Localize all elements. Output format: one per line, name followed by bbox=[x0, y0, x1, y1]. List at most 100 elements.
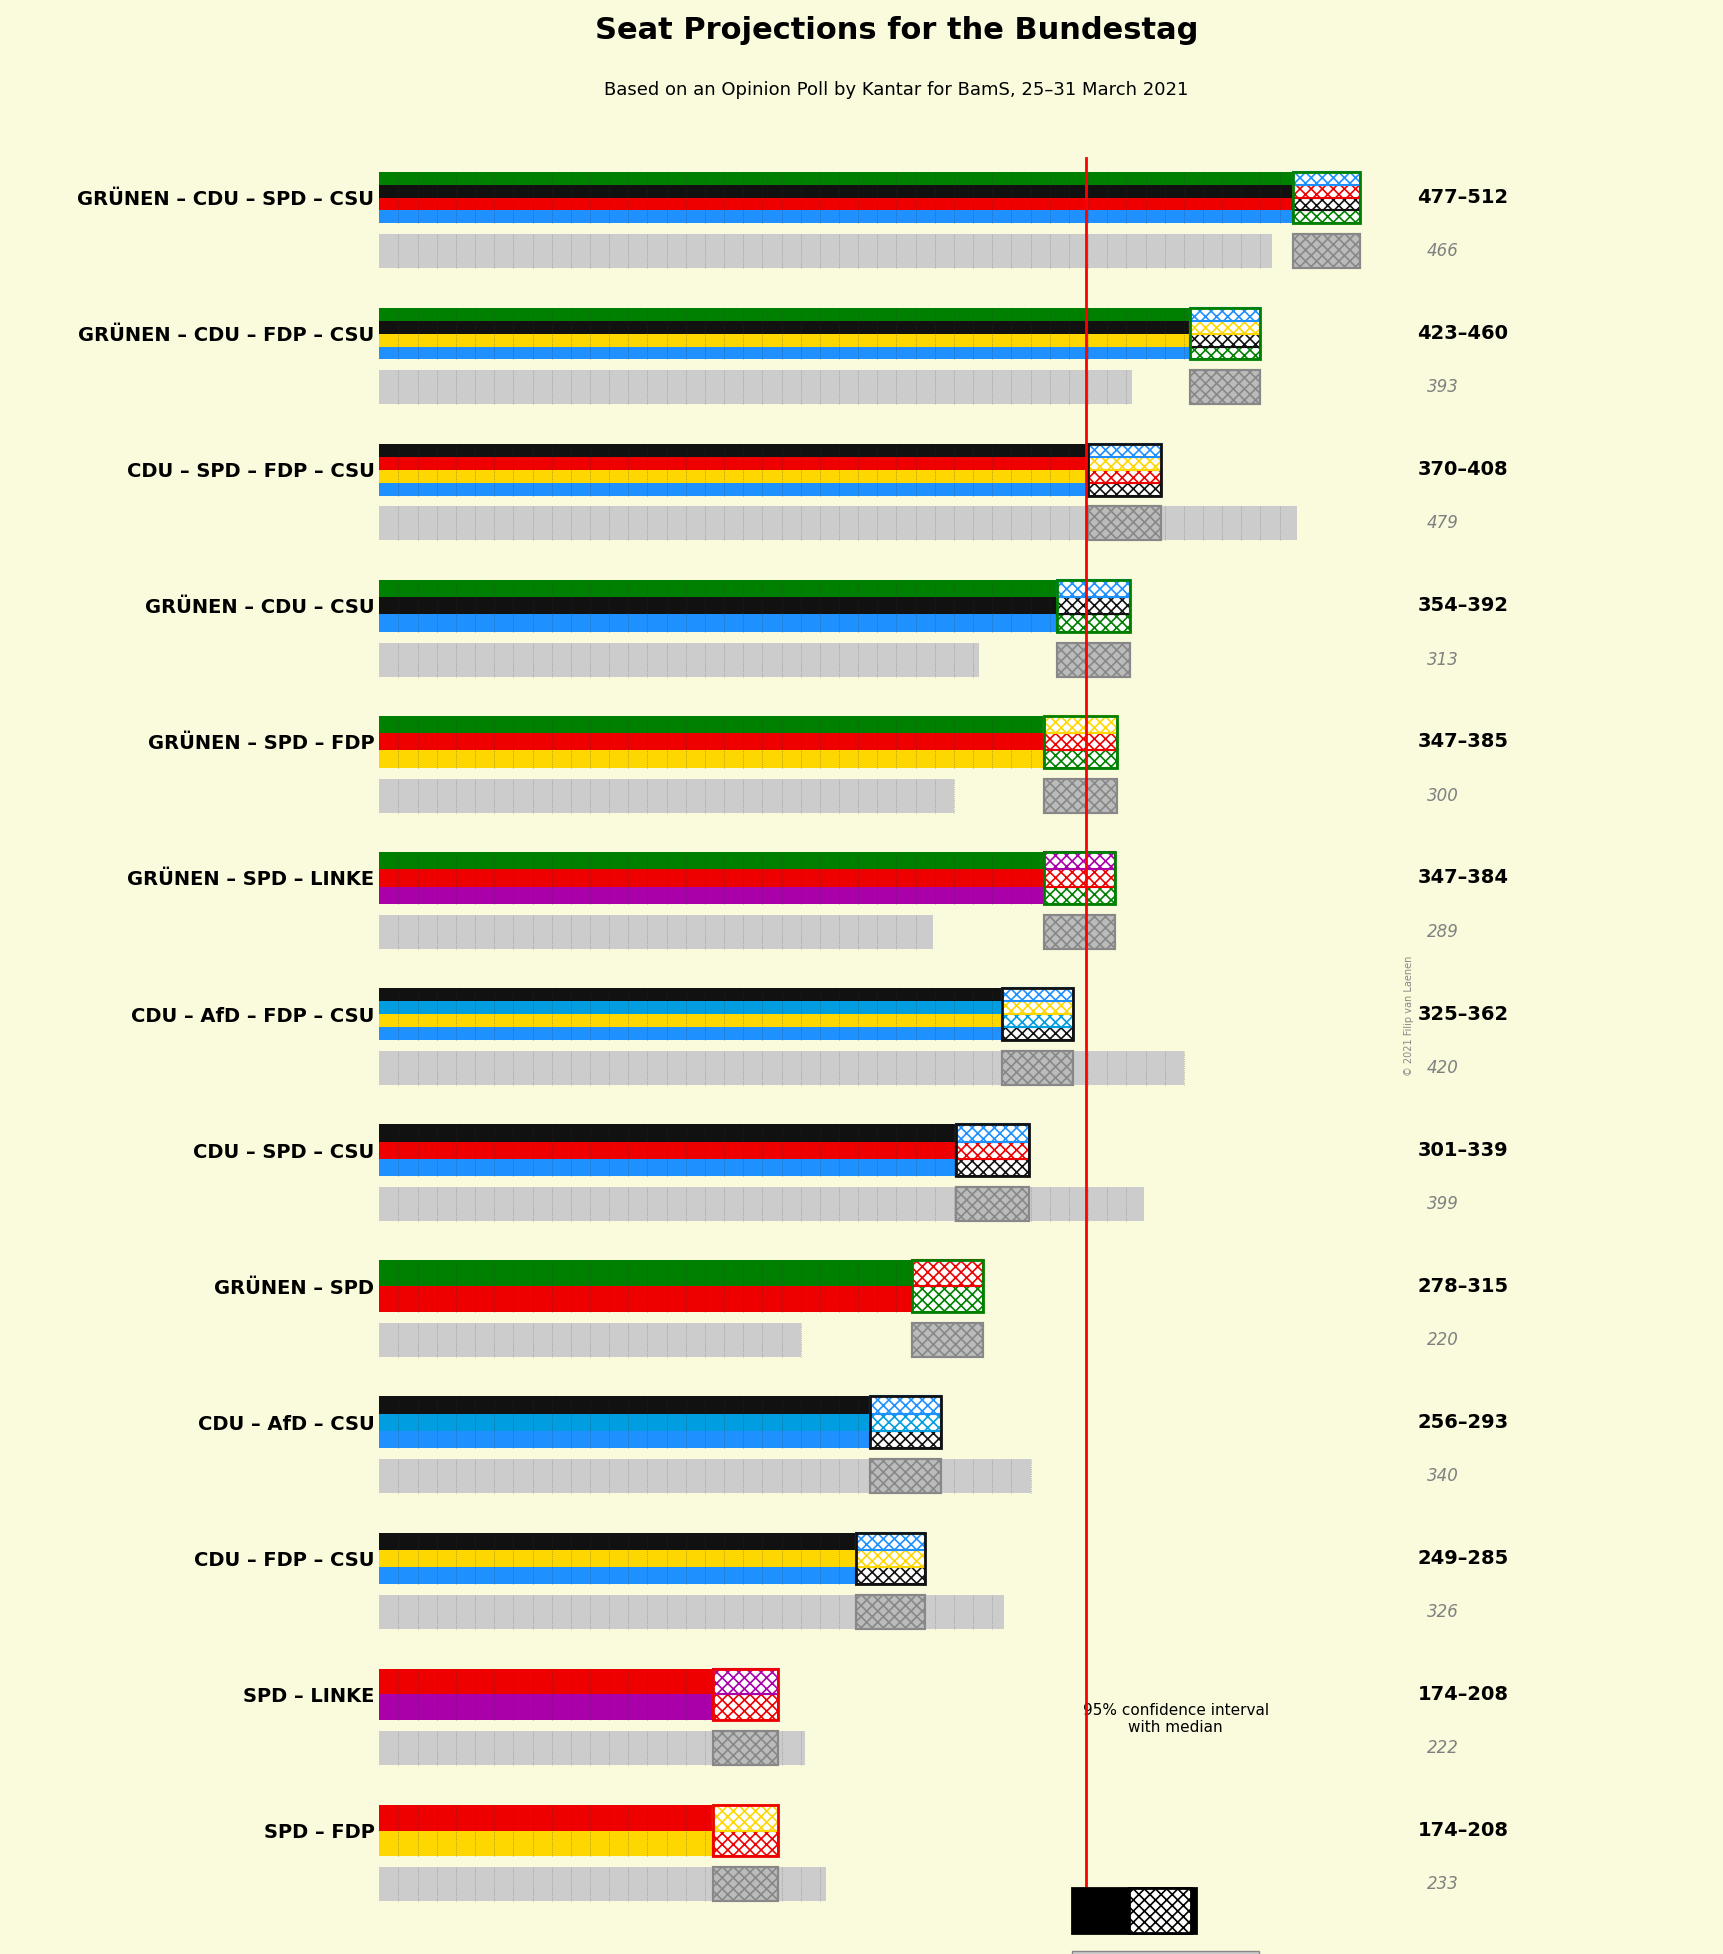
Bar bbox=[379, 1323, 799, 1356]
Bar bbox=[1056, 598, 1130, 614]
Bar bbox=[712, 1805, 777, 1831]
Bar bbox=[1072, 1950, 1258, 1954]
Text: 466: 466 bbox=[1427, 242, 1458, 260]
Text: 220: 220 bbox=[1427, 1331, 1458, 1348]
Text: 477–512: 477–512 bbox=[1416, 188, 1508, 207]
Bar bbox=[379, 172, 1325, 184]
Bar bbox=[379, 1532, 891, 1550]
Bar bbox=[868, 1430, 941, 1448]
Bar bbox=[379, 1286, 946, 1311]
Bar bbox=[1056, 643, 1130, 676]
Text: 423–460: 423–460 bbox=[1416, 324, 1508, 344]
Bar bbox=[1292, 197, 1359, 211]
Bar bbox=[712, 1805, 777, 1856]
Text: Based on an Opinion Poll by Kantar for BamS, 25–31 March 2021: Based on an Opinion Poll by Kantar for B… bbox=[605, 82, 1187, 100]
Bar bbox=[379, 211, 1325, 223]
Bar bbox=[379, 1550, 891, 1567]
Bar bbox=[379, 1186, 1142, 1221]
Bar bbox=[1044, 715, 1117, 733]
Bar bbox=[911, 1260, 982, 1311]
Text: 340: 340 bbox=[1427, 1467, 1458, 1485]
Bar bbox=[1044, 852, 1115, 905]
Bar bbox=[1087, 506, 1160, 541]
Bar bbox=[1056, 643, 1130, 676]
Bar bbox=[379, 346, 1223, 360]
Text: © 2021 Filip van Laenen: © 2021 Filip van Laenen bbox=[1403, 956, 1413, 1077]
Bar bbox=[868, 1397, 941, 1413]
Text: 354–392: 354–392 bbox=[1416, 596, 1508, 616]
Bar bbox=[379, 457, 1123, 469]
Bar bbox=[911, 1323, 982, 1356]
Bar bbox=[1189, 309, 1260, 320]
Bar bbox=[1087, 444, 1160, 457]
Bar bbox=[712, 1694, 777, 1720]
Bar bbox=[1292, 184, 1359, 197]
Bar bbox=[379, 334, 1223, 346]
Bar bbox=[712, 1669, 777, 1720]
Bar bbox=[1292, 211, 1359, 223]
Bar bbox=[1001, 1051, 1072, 1084]
Bar bbox=[856, 1532, 925, 1585]
Text: 289: 289 bbox=[1427, 922, 1458, 940]
Bar bbox=[379, 1159, 992, 1176]
Bar bbox=[1044, 914, 1115, 950]
Text: 325–362: 325–362 bbox=[1416, 1004, 1508, 1024]
Bar bbox=[1189, 309, 1260, 360]
Bar bbox=[1044, 778, 1117, 813]
Bar bbox=[1056, 614, 1130, 631]
Bar bbox=[379, 733, 1080, 750]
Bar bbox=[379, 197, 1325, 211]
Bar bbox=[379, 1124, 992, 1141]
Bar bbox=[379, 184, 1325, 197]
Bar bbox=[712, 1731, 777, 1764]
Bar bbox=[379, 914, 932, 950]
Bar bbox=[955, 1141, 1029, 1159]
Bar bbox=[955, 1186, 1029, 1221]
Bar bbox=[911, 1286, 982, 1311]
Text: 300: 300 bbox=[1427, 787, 1458, 805]
Bar bbox=[1189, 346, 1260, 360]
Bar bbox=[379, 778, 953, 813]
Bar bbox=[1044, 852, 1115, 870]
Bar bbox=[379, 1567, 891, 1585]
Bar bbox=[379, 643, 979, 676]
Bar bbox=[379, 887, 1079, 905]
Bar bbox=[1087, 506, 1160, 541]
Text: Seat Projections for the Bundestag: Seat Projections for the Bundestag bbox=[594, 16, 1197, 45]
Text: 233: 233 bbox=[1427, 1876, 1458, 1893]
Bar bbox=[712, 1868, 777, 1901]
Bar bbox=[379, 371, 1132, 404]
Text: 301–339: 301–339 bbox=[1416, 1141, 1508, 1159]
Bar bbox=[379, 1260, 946, 1286]
Bar bbox=[379, 1051, 1184, 1084]
Bar bbox=[1292, 172, 1359, 223]
Bar bbox=[379, 1831, 744, 1856]
Bar bbox=[379, 870, 1079, 887]
Bar bbox=[1001, 989, 1072, 1000]
Text: 347–385: 347–385 bbox=[1416, 733, 1508, 752]
Bar bbox=[379, 750, 1080, 768]
Bar bbox=[1001, 1000, 1072, 1014]
Bar bbox=[1044, 914, 1115, 950]
Bar bbox=[379, 1669, 744, 1694]
Bar bbox=[1292, 172, 1359, 184]
Bar bbox=[1189, 320, 1260, 334]
Bar bbox=[1044, 750, 1117, 768]
Bar bbox=[856, 1594, 925, 1630]
Bar bbox=[379, 444, 1123, 457]
Text: 278–315: 278–315 bbox=[1416, 1276, 1508, 1296]
Bar bbox=[379, 1460, 1030, 1493]
Bar bbox=[379, 1397, 903, 1413]
Bar bbox=[379, 309, 1223, 320]
Bar bbox=[712, 1731, 777, 1764]
Bar bbox=[856, 1532, 925, 1550]
Bar bbox=[1292, 234, 1359, 268]
Bar bbox=[868, 1397, 941, 1448]
Bar bbox=[379, 580, 1092, 598]
Bar bbox=[1044, 778, 1117, 813]
Text: 222: 222 bbox=[1427, 1739, 1458, 1757]
Bar bbox=[1087, 444, 1160, 496]
Bar bbox=[1044, 887, 1115, 905]
Bar bbox=[379, 234, 1272, 268]
Bar bbox=[1001, 989, 1072, 1040]
